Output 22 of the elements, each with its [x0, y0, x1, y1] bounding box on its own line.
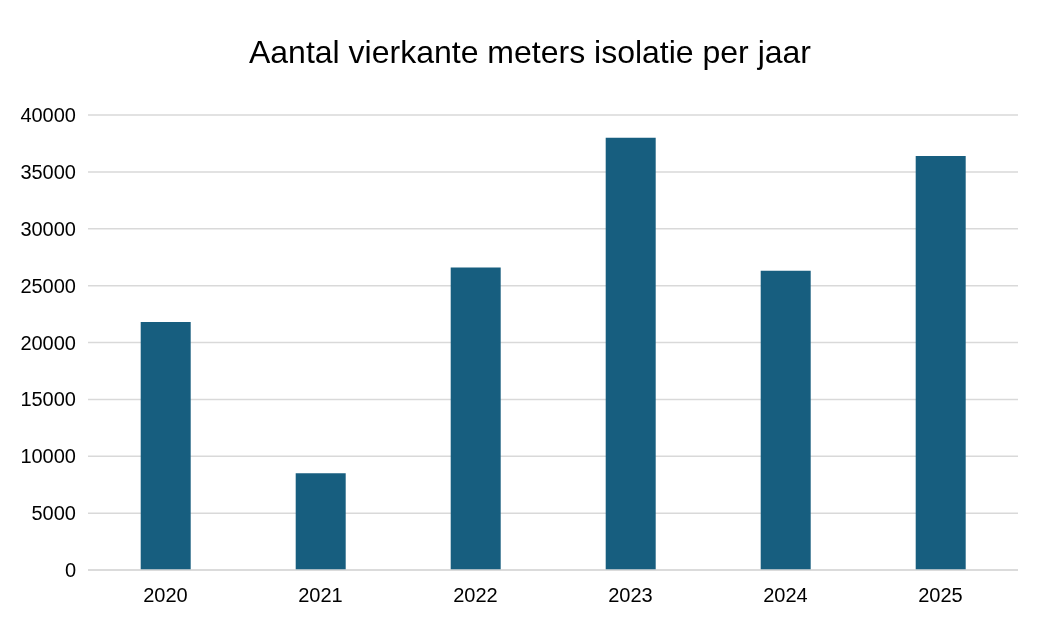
y-tick-label: 40000 [20, 104, 76, 127]
x-tick-label: 2020 [143, 584, 188, 607]
chart-title: Aantal vierkante meters isolatie per jaar [247, 34, 812, 71]
bar [140, 322, 191, 570]
x-tick-label: 2021 [298, 584, 343, 607]
x-tick-label: 2025 [918, 584, 963, 607]
y-tick-label: 20000 [20, 331, 76, 354]
y-tick-label: 35000 [20, 160, 76, 183]
y-tick-label: 0 [64, 559, 76, 582]
y-tick-label: 5000 [31, 502, 76, 525]
bar [760, 270, 811, 570]
bar [295, 473, 346, 570]
x-tick-label: 2022 [453, 584, 498, 607]
y-tick-label: 30000 [20, 217, 76, 240]
y-tick-label: 25000 [20, 274, 76, 297]
bar [450, 267, 501, 570]
x-tick-label: 2023 [608, 584, 653, 607]
y-tick-label: 10000 [20, 445, 76, 468]
bar [605, 137, 656, 570]
x-tick-label: 2024 [763, 584, 808, 607]
y-tick-label: 15000 [20, 388, 76, 411]
bar [915, 155, 966, 570]
